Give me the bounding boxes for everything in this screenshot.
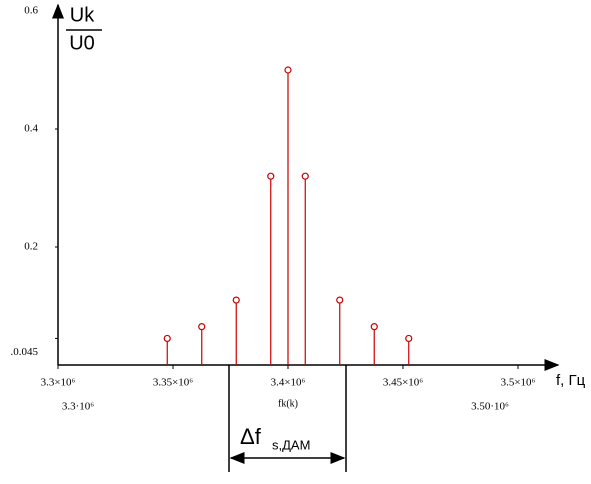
stem-marker xyxy=(198,323,206,331)
stem-marker xyxy=(301,172,309,180)
stem-marker xyxy=(284,66,292,74)
xlim-label: 3.3·10⁶ xyxy=(62,401,94,413)
xlim-label: 3.50·10⁶ xyxy=(471,401,509,413)
x-var-label: fk(k) xyxy=(278,398,298,409)
stem-marker xyxy=(267,172,275,180)
y-tick-label: 0.4 xyxy=(24,123,38,135)
x-tick-label: 3.35×10⁶ xyxy=(153,377,193,389)
stem-marker xyxy=(370,323,378,331)
y-label-numerator: Uk xyxy=(70,4,95,26)
y-tick-label: 0.2 xyxy=(24,241,38,253)
x-tick-label: 3.45×10⁶ xyxy=(383,377,423,389)
y-tick-label: .0.045 xyxy=(11,346,39,358)
x-tick-label: 3.4×10⁶ xyxy=(271,377,306,389)
y-tick-label: 0.6 xyxy=(24,5,38,17)
annotation-subscript: s,ДАМ xyxy=(272,437,310,452)
stem-marker xyxy=(405,334,413,343)
stem-marker xyxy=(336,296,344,304)
stem-marker xyxy=(163,334,171,343)
annotation: Δf xyxy=(240,424,262,449)
stem-marker xyxy=(232,296,240,304)
x-tick-label: 3.3×10⁶ xyxy=(41,377,76,389)
x-label: f, Гц xyxy=(556,372,586,389)
x-tick-label: 3.5×10⁶ xyxy=(501,377,536,389)
y-label-denominator: U0 xyxy=(69,32,95,54)
